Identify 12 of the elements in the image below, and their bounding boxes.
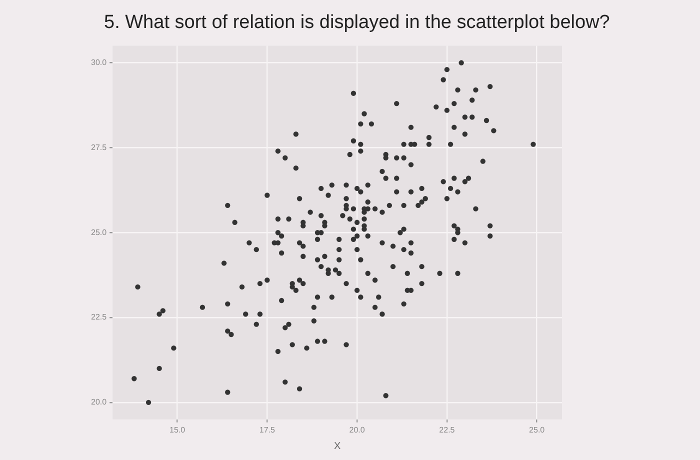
y-tick-label: 30.0 — [90, 58, 108, 67]
y-tick-label: 22.5 — [90, 312, 108, 322]
y-tick-label: 27.5 — [90, 142, 108, 152]
x-tick-label: 20.0 — [349, 425, 366, 434]
y-tick-label: 20.0 — [90, 398, 108, 407]
chart-title: 5. What sort of relation is displayed in the scatterplot below? — [103, 11, 611, 35]
y-tick-label: 25.0 — [90, 228, 108, 237]
x-tick-label: 15.0 — [170, 425, 186, 434]
x-tick-label: 25.0 — [529, 425, 546, 434]
x-tick-label: 22.5 — [439, 425, 456, 434]
x-axis-title: X — [334, 440, 341, 452]
x-tick-label: 17.5 — [259, 425, 276, 434]
